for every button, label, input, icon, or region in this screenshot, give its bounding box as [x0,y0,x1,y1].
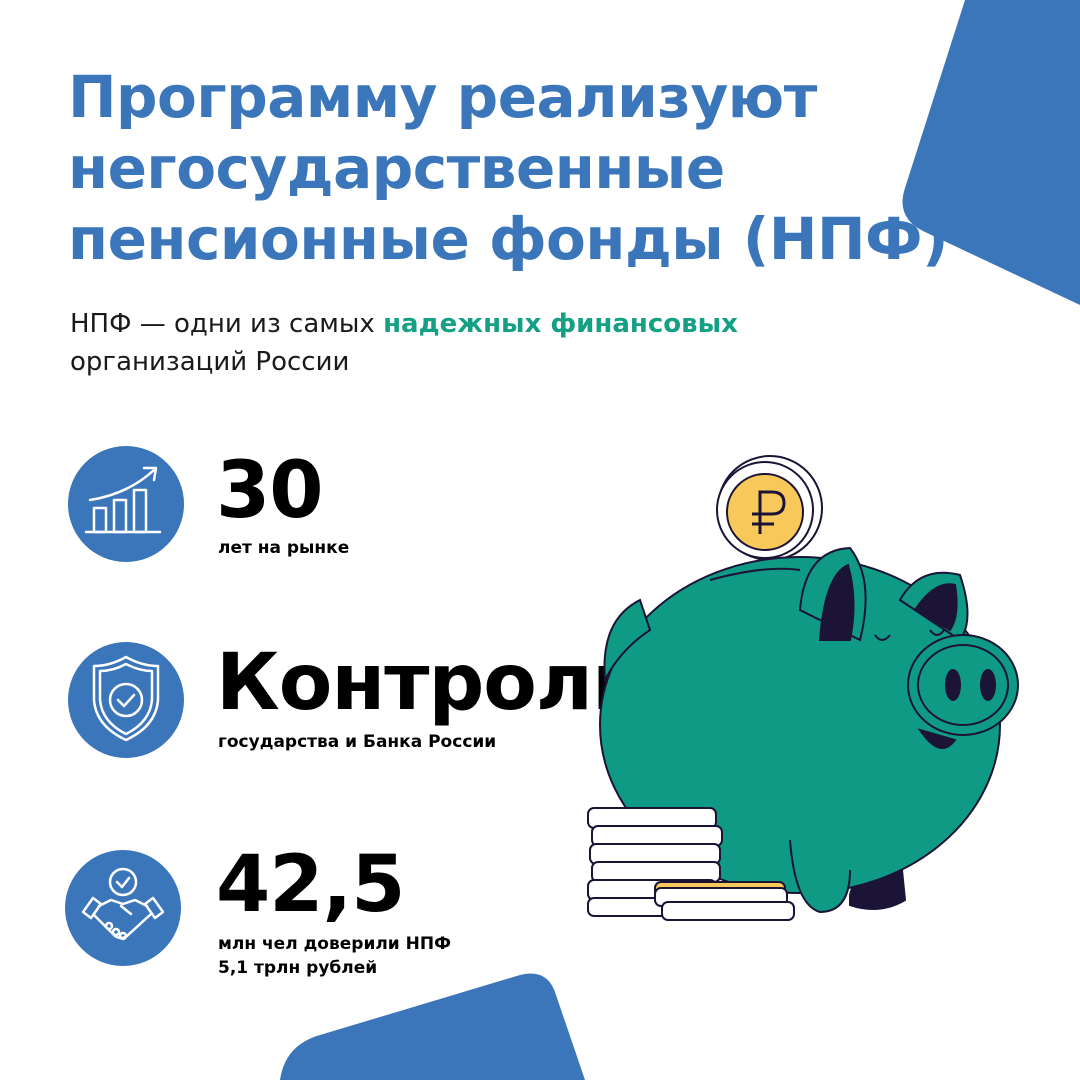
stat-caption: млн чел доверили НПФ 5,1 трлн рублей [218,932,451,980]
ruble-coin-icon [716,455,823,561]
piggy-bank-illustration [587,455,1019,921]
coin-stack-icon [587,807,795,921]
caption-line: государства и Банка России [218,732,497,752]
shield-check-icon [68,642,184,758]
subtitle-text: НПФ — одни из самых [70,309,384,339]
caption-line: млн чел доверили НПФ [218,934,451,954]
title-line: пенсионные фонды (НПФ) [68,205,949,273]
bottom-blue-shape [280,973,585,1080]
subtitle-highlight: надежных финансовых [383,309,738,339]
title-line: негосударственные [68,134,725,202]
growth-chart-icon [68,446,184,562]
subtitle-text: организаций России [70,347,350,377]
stat-value: Контроль [216,638,641,728]
stat-value: 30 [216,446,324,536]
caption-line: лет на рынке [218,538,350,558]
title-line: Программу реализуют [68,63,817,131]
page-title: Программу реализуют негосударственные пе… [68,62,949,275]
caption-line: 5,1 трлн рублей [218,958,378,978]
stat-caption: государства и Банка России [218,730,496,754]
top-right-blue-shape [902,0,1080,305]
subtitle: НПФ — одни из самых надежных финансовых … [70,305,738,381]
handshake-icon [65,850,181,966]
stat-caption: лет на рынке [218,536,349,560]
stat-value: 42,5 [216,840,405,930]
